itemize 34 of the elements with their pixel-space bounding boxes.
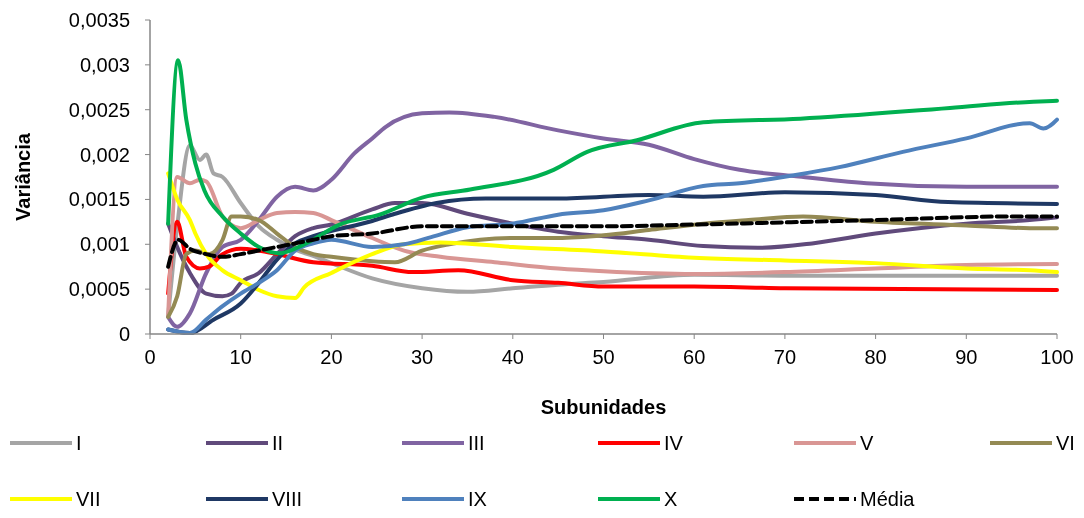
y-tick-label: 0,002 — [79, 143, 130, 166]
legend-label: VI — [1056, 432, 1075, 454]
y-tick-label: 0,0035 — [68, 9, 130, 31]
y-tick-label: 0,001 — [79, 233, 130, 256]
legend-label: IX — [468, 488, 487, 510]
y-tick-label: 0,0025 — [68, 98, 130, 121]
x-tick-label: 40 — [501, 346, 524, 368]
x-tick-label: 60 — [683, 346, 706, 368]
y-axis-title: Variância — [12, 132, 34, 221]
line-series — [166, 58, 1059, 256]
x-tick-label: 20 — [320, 346, 343, 368]
x-tick-label: 90 — [955, 346, 978, 368]
x-tick-label: 0 — [144, 346, 156, 368]
x-tick-label: 70 — [773, 346, 797, 368]
x-tick-label: 80 — [864, 346, 887, 368]
legend-label: VII — [76, 488, 101, 510]
legend-label: III — [468, 432, 485, 454]
legend-label: I — [76, 432, 82, 454]
x-tick-label: 50 — [592, 346, 615, 368]
legend-label: V — [860, 432, 874, 454]
legend-label: VIII — [272, 488, 303, 510]
y-tick-label: 0,003 — [79, 53, 130, 76]
x-tick-label: 10 — [229, 346, 252, 368]
legend-label: X — [664, 488, 678, 510]
x-axis-title: Subunidades — [540, 396, 667, 418]
legend-label: II — [272, 432, 284, 454]
legend-label: Média — [860, 488, 916, 510]
y-tick-label: 0,0015 — [68, 188, 130, 211]
x-tick-label: 100 — [1040, 346, 1074, 368]
line-series — [166, 214, 1059, 269]
y-tick-label: 0 — [118, 323, 130, 345]
y-tick-label: 0,0005 — [68, 278, 130, 301]
legend-label: IV — [664, 432, 684, 454]
x-tick-label: 30 — [410, 346, 434, 368]
